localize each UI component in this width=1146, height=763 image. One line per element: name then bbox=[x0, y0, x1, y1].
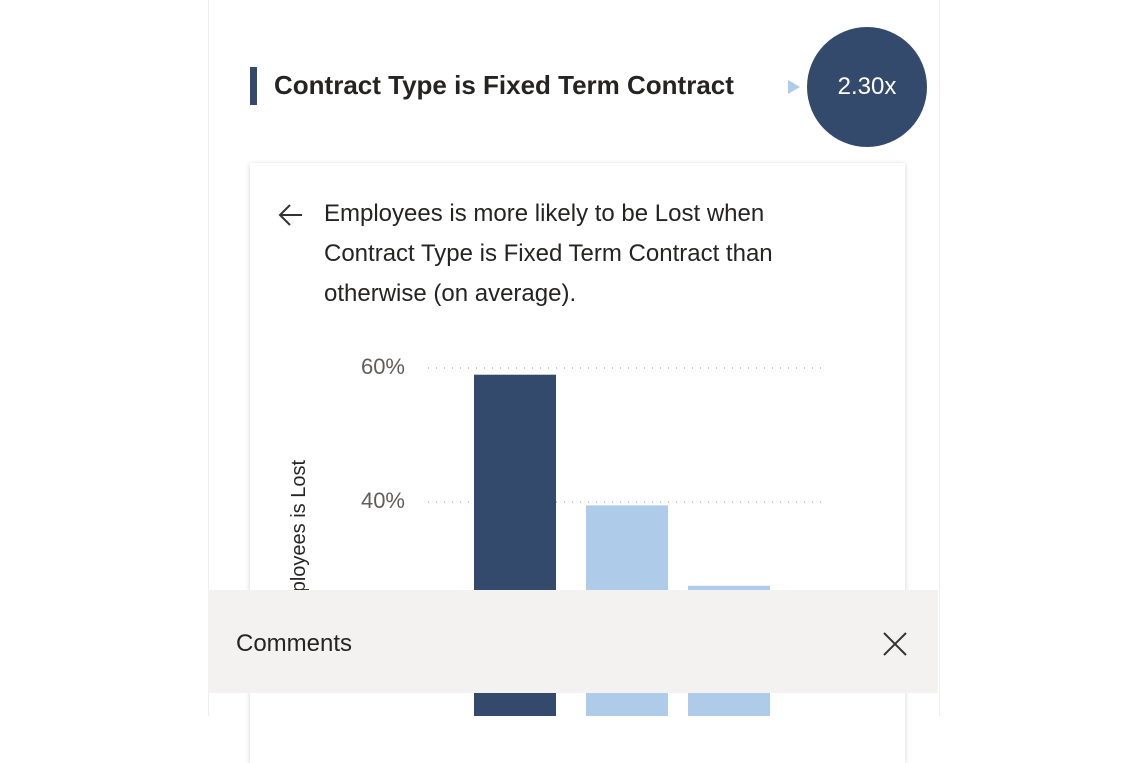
pointer bbox=[788, 80, 800, 94]
comments-title: Comments bbox=[236, 630, 353, 657]
influencer-title: Contract Type is Fixed Term Contract bbox=[274, 70, 734, 100]
back-arrow[interactable] bbox=[278, 204, 302, 226]
factor-badge: 2.30x bbox=[807, 27, 927, 147]
page: Contract Type is Fixed Term Contract 2.3… bbox=[208, 0, 940, 716]
y-axis-label: Employees is Lost bbox=[288, 460, 310, 623]
title-accent bbox=[250, 67, 257, 105]
description: Employees is more likely to be Lost when… bbox=[324, 200, 773, 307]
comments-pane: Comments bbox=[208, 590, 938, 693]
close-button[interactable] bbox=[882, 631, 908, 657]
y-tick-label: 40% bbox=[361, 488, 405, 513]
y-tick-label: 60% bbox=[361, 354, 405, 379]
